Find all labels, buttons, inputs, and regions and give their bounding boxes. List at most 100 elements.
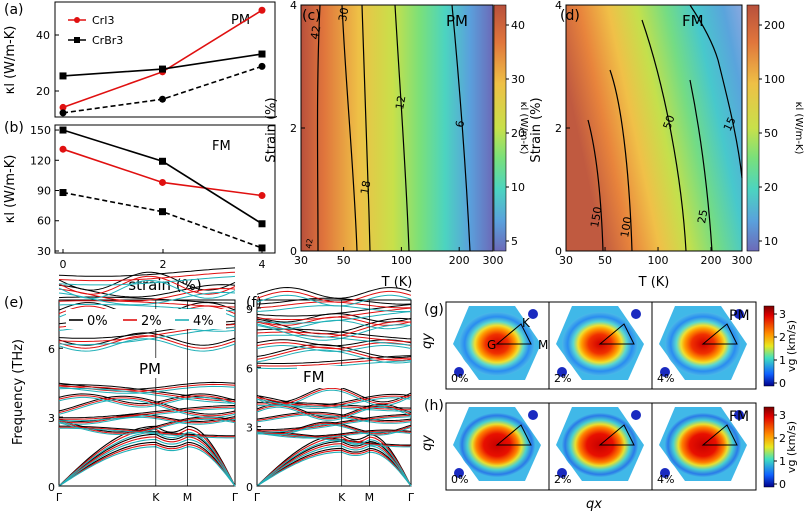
cbar-tick-label-d-1: 100: [764, 73, 785, 86]
cbar-tick-label-d-2: 50: [764, 127, 778, 140]
contour-label-d-3: 50: [661, 113, 678, 131]
xtick-label-c-1: 50: [337, 254, 351, 267]
svg-text:20: 20: [36, 85, 50, 98]
band-bands-e-2-op5: [58, 396, 236, 408]
band-bands-f-2-op17: [256, 294, 412, 307]
band-bands-e-1-op0: [59, 426, 235, 438]
panel-f-corner-bg: [297, 366, 351, 388]
band-bands-f-2-op3: [256, 416, 412, 433]
band-bands-e-0-ac0: [58, 441, 236, 487]
legend-marker-cri3: [74, 17, 80, 23]
panel-e-corner: PM: [139, 360, 161, 378]
cbar-tick-label-d-0: 200: [764, 19, 785, 32]
band-bands-f-2-op1: [256, 431, 412, 439]
bz-spot-h-1: [557, 468, 567, 478]
contour-label-d-4: 25: [695, 208, 710, 224]
contour-d-4: [689, 79, 713, 252]
point-a-1-0: [59, 72, 67, 80]
ytick-label-b-1: 60: [37, 215, 51, 228]
panel-d-colorbar: [746, 4, 760, 252]
bz-strain-g-2: 4%: [657, 372, 674, 385]
band-bands-f-0-op17: [256, 286, 412, 299]
bz-spot2-h-0: [528, 410, 538, 420]
band-bands-e-1-op4: [58, 397, 236, 417]
panel-g-frame: [445, 301, 757, 390]
point-b-0-0: [59, 145, 67, 153]
point-a-0-0: [59, 103, 67, 111]
panel-g-maps: 0% 2% 4%: [451, 306, 747, 385]
band-bands-e-2-op0: [59, 427, 235, 439]
panel-d-corner: FM: [682, 12, 704, 30]
panel-d-label: (d): [560, 8, 580, 24]
band-bands-f-2-ac0: [256, 451, 412, 487]
panel-g-colorbar: [763, 305, 775, 387]
panel-h-ylabel: qy: [420, 435, 435, 451]
xtick-label-d-2: 100: [648, 254, 669, 267]
panel-e-corner-bg: [136, 358, 170, 378]
panel-d-xlabel: T (K): [638, 275, 670, 290]
panel-g-cbar-ticks: 3 2 1 0: [774, 308, 786, 390]
point-b-1-2: [258, 220, 266, 228]
contour-label-c-6: 42: [304, 238, 315, 250]
legend-4pct: 4%: [193, 314, 214, 329]
contour-label-c-1: 42: [308, 24, 323, 40]
panel-a: (a) PM 20 40 κl (W/m-K) CrI3 CrBr3: [3, 1, 276, 118]
band-bands-e-2-op6: [58, 388, 236, 404]
band-bands-e-1-op12: [58, 300, 236, 308]
cbar-tick-label-g-3: 0: [779, 377, 786, 390]
panel-g: (g) qy 0% 2% 4% K G M PM vg (km/s) 3 2 1 0: [420, 301, 798, 390]
bz-strain-h-2: 4%: [657, 473, 674, 486]
cbar-tick-label-g-2: 1: [779, 354, 786, 367]
contour-d-1: [587, 119, 604, 252]
xtick-label-c-2: 100: [391, 254, 412, 267]
band-bands-f-2-op4: [256, 414, 412, 424]
bz-label-k: K: [522, 316, 531, 330]
cbar-tick-label-h-2: 1: [779, 455, 786, 468]
cbar-tick-label-d-3: 20: [764, 181, 778, 194]
bz-spot2-h-1: [631, 410, 641, 420]
contour-label-c-3: 12: [393, 94, 408, 110]
contour-c-5: [361, 4, 371, 252]
xtick-label-c-4: 300: [483, 254, 504, 267]
contour-label-d-5: 15: [721, 115, 739, 133]
ytick-label-e-1: 3: [48, 412, 55, 425]
point-a-2-1: [159, 95, 166, 103]
ytick-label-d-1: 2: [555, 122, 562, 135]
ytick-label-c-1: 2: [290, 122, 297, 135]
xtick-label-b-1: 2: [160, 258, 167, 271]
panel-e-legend-bg: [66, 309, 226, 329]
panel-g-ylabel: qy: [420, 333, 435, 349]
band-bands-e-1-op14: [58, 275, 236, 295]
ytick-label-e-0: 0: [48, 481, 55, 494]
panel-h-cbar-ticks: 3 2 1 0: [774, 409, 786, 491]
panel-d-cbar-ticks: 200 100 50 20 10: [759, 19, 785, 248]
legend-cri3: CrI3: [92, 14, 114, 27]
band-bands-e-0-op5: [58, 393, 236, 405]
contour-label-d-1: 150: [588, 206, 604, 229]
xtick-label-f-3: Γ: [408, 491, 415, 504]
xtick-label-e-3: Γ: [232, 491, 239, 504]
contour-label-c-5: 18: [358, 179, 373, 195]
cbar-tick-label-g-1: 2: [779, 331, 786, 344]
band-bands-f-1-op4: [256, 413, 412, 423]
band-bands-f-1-op7: [256, 395, 412, 408]
bz-label-g: G: [487, 338, 496, 352]
panel-g-corner: PM: [729, 308, 750, 324]
panel-c-corner: PM: [446, 12, 468, 30]
ytick-label-e-2: 6: [48, 343, 55, 356]
panel-c-cbar-label: κl (W/m-K): [518, 102, 529, 155]
cbar-tick-label-c-1: 30: [511, 73, 525, 86]
ytick-label-f-0: 0: [246, 481, 253, 494]
point-b-2-1: [159, 208, 166, 216]
panel-c-contours: [316, 4, 471, 252]
panel-h-frame: [445, 402, 757, 491]
band-bands-e-0-op15: [58, 267, 236, 277]
band-bands-e-0-op4: [58, 395, 236, 415]
bz-strain-h-0: 0%: [451, 473, 468, 486]
panel-f-bands: [256, 286, 412, 487]
band-bands-f-2-op8: [256, 389, 412, 407]
band-bands-e-0-op2: [58, 414, 236, 423]
